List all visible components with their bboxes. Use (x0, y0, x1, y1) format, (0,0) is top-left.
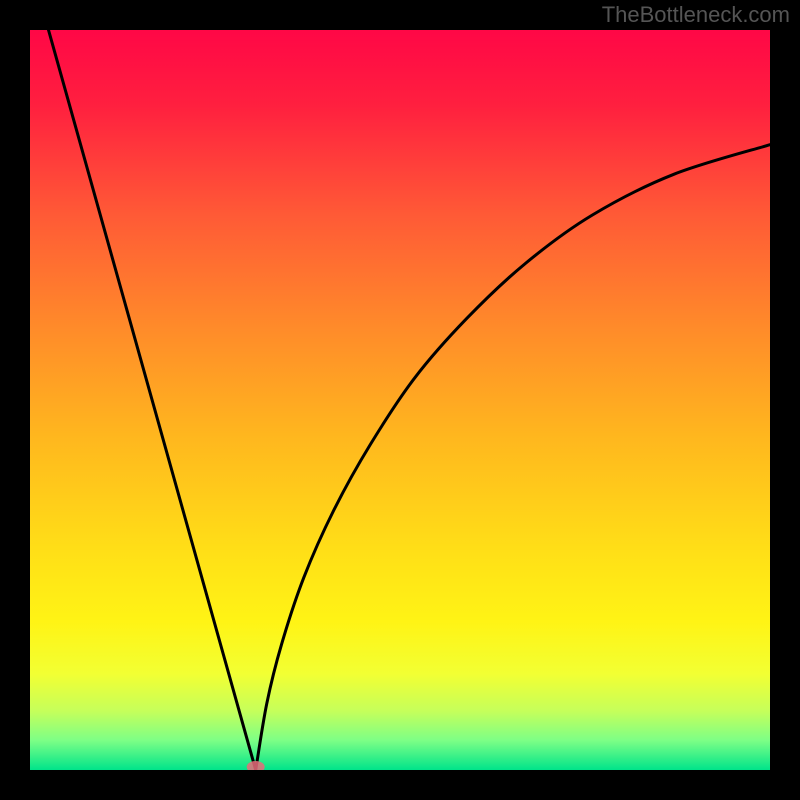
watermark-text: TheBottleneck.com (602, 2, 790, 28)
chart-frame: TheBottleneck.com (0, 0, 800, 800)
chart-svg (30, 30, 770, 770)
plot-area (30, 30, 770, 770)
